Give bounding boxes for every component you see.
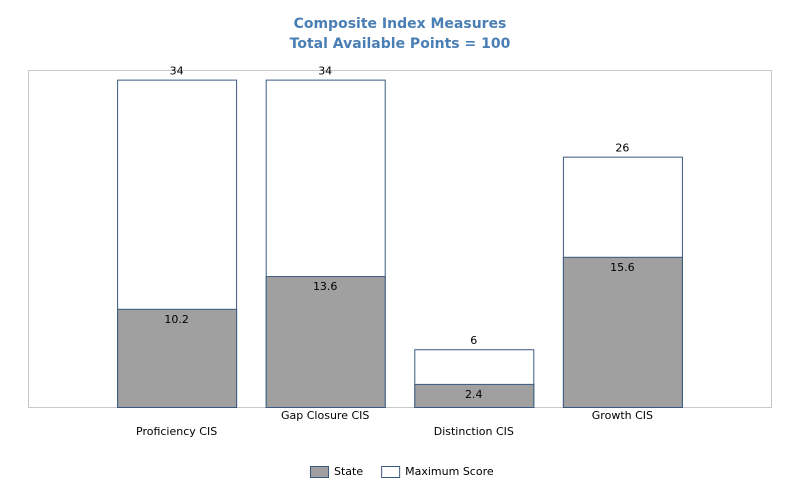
value-label: 10.2 [164, 313, 189, 326]
value-label: 2.4 [465, 388, 483, 401]
value-label: 26 [615, 142, 629, 155]
bar [562, 256, 683, 408]
legend-label: State [334, 465, 363, 478]
chart-title: Composite Index Measures [294, 16, 507, 32]
value-label: 15.6 [610, 261, 635, 274]
legend-swatch [381, 466, 401, 478]
plot-frame [28, 70, 772, 408]
value-label: 13.6 [313, 280, 338, 293]
bar [265, 276, 386, 408]
value-label: 34 [170, 65, 184, 78]
chart-subtitle: Total Available Points = 100 [290, 36, 511, 52]
legend-label: Maximum Score [405, 465, 494, 478]
bar [414, 383, 535, 408]
x-tick-label: Proficiency CIS [136, 425, 217, 438]
x-tick-label: Distinction CIS [434, 425, 514, 438]
x-tick-label: Gap Closure CIS [281, 409, 369, 422]
legend-swatch [310, 466, 329, 478]
bar [117, 308, 238, 408]
x-tick-label: Growth CIS [592, 409, 653, 422]
value-label: 34 [318, 65, 332, 78]
value-label: 6 [470, 334, 477, 347]
